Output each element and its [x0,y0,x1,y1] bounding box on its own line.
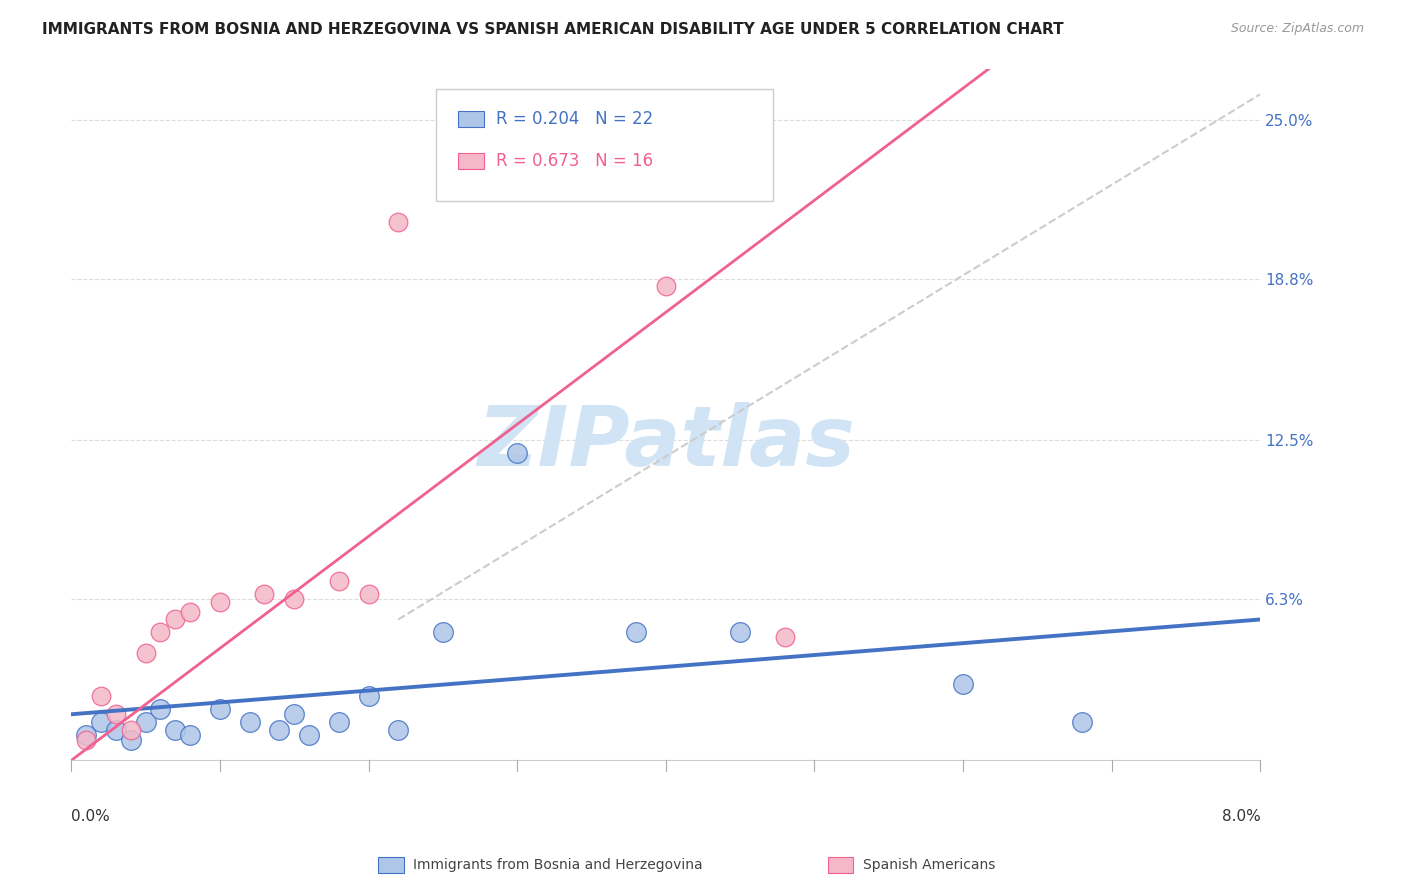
Point [357,587,380,601]
Point [357,690,380,704]
Point [179,605,201,619]
Text: Source: ZipAtlas.com: Source: ZipAtlas.com [1230,22,1364,36]
Point [104,723,127,737]
Point [506,446,529,460]
Point [120,732,142,747]
Point [773,631,796,645]
Text: R = 0.673   N = 16: R = 0.673 N = 16 [496,152,654,169]
Point [253,587,276,601]
Text: IMMIGRANTS FROM BOSNIA AND HERZEGOVINA VS SPANISH AMERICAN DISABILITY AGE UNDER : IMMIGRANTS FROM BOSNIA AND HERZEGOVINA V… [42,22,1064,37]
Point [90,690,112,704]
Point [120,723,142,737]
Point [75,732,97,747]
Point [90,714,112,729]
Point [208,594,231,608]
Point [75,728,97,742]
Point [328,714,350,729]
Point [239,714,262,729]
Point [269,723,291,737]
Point [283,707,305,722]
Point [149,702,172,716]
Text: 0.0%: 0.0% [72,809,110,824]
Point [135,646,157,660]
Point [298,728,321,742]
Text: ZIPatlas: ZIPatlas [477,401,855,483]
Point [283,591,305,606]
Text: 8.0%: 8.0% [1222,809,1260,824]
Point [104,707,127,722]
Point [624,625,647,640]
Point [165,612,187,626]
Point [387,215,409,229]
Point [328,574,350,588]
Text: Spanish Americans: Spanish Americans [863,858,995,872]
Point [208,702,231,716]
Point [165,723,187,737]
Text: Immigrants from Bosnia and Herzegovina: Immigrants from Bosnia and Herzegovina [413,858,703,872]
Point [1071,714,1094,729]
Text: R = 0.204   N = 22: R = 0.204 N = 22 [496,110,654,128]
Point [952,676,974,690]
Point [387,723,409,737]
Point [655,279,678,293]
Point [432,625,454,640]
Point [149,625,172,640]
Point [135,714,157,729]
Point [179,728,201,742]
Point [728,625,751,640]
